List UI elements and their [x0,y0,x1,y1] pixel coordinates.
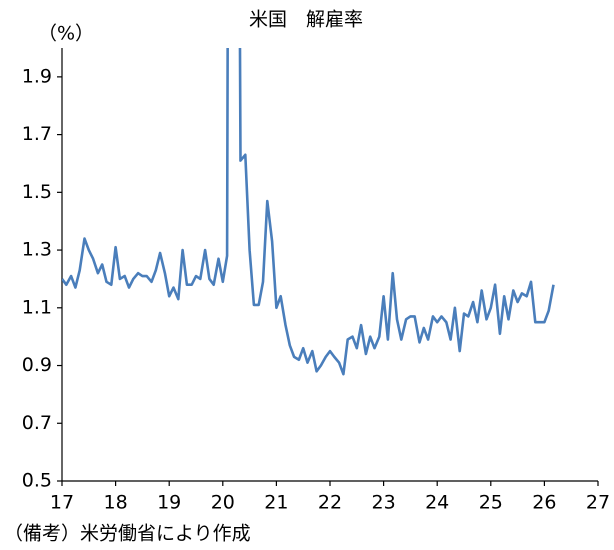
y-tick-label: 0.5 [22,470,52,492]
x-tick-label: 19 [157,492,181,514]
data-line [62,48,555,376]
source-note: （備考）米労働省により作成 [4,523,251,545]
y-tick-label: 1.5 [22,181,52,203]
y-tick-label: 1.1 [22,296,52,318]
x-tick-label: 21 [264,492,288,514]
y-tick-label: 1.7 [22,123,52,145]
x-tick-label: 24 [425,492,449,514]
y-tick-label: 0.7 [22,412,52,434]
chart-title: 米国 解雇率 [249,9,363,31]
y-tick-label: 1.9 [22,65,52,87]
x-tick-label: 26 [532,492,556,514]
x-tick-label: 17 [50,492,74,514]
y-tick-label: 0.9 [22,354,52,376]
x-tick-label: 23 [372,492,396,514]
x-tick-label: 22 [318,492,342,514]
x-tick-label: 27 [586,492,610,514]
x-tick-label: 20 [211,492,235,514]
y-tick-label: 1.3 [22,239,52,261]
x-tick-label: 25 [479,492,503,514]
x-tick-label: 18 [104,492,128,514]
y-axis-unit: （%） [38,23,94,45]
